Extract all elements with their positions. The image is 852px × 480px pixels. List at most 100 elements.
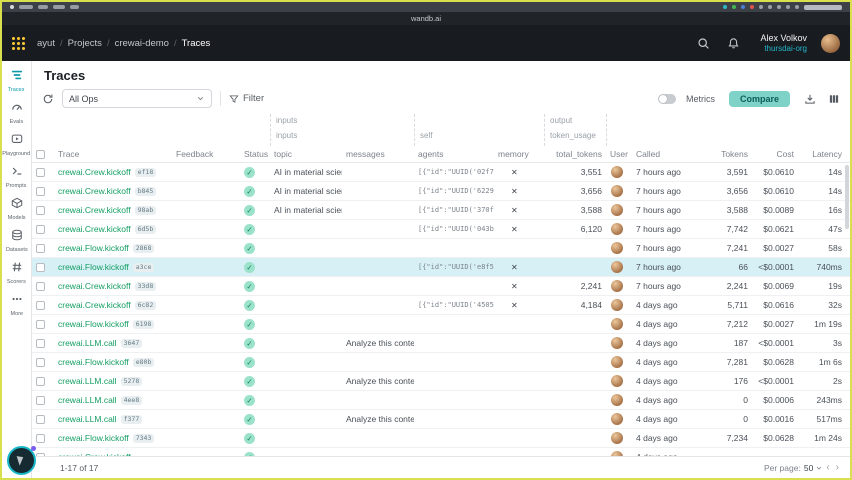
table-row[interactable]: crewai.Crew.kickoff 33d8 ✓ ✕ 2,241 7 hours ag… xyxy=(32,277,850,296)
trace-link[interactable]: crewai.LLM.call xyxy=(58,395,117,405)
trace-link[interactable]: crewai.Flow.kickoff xyxy=(58,433,129,443)
row-checkbox[interactable] xyxy=(36,300,45,310)
search-icon[interactable] xyxy=(695,35,711,51)
breadcrumb-item[interactable]: Projects xyxy=(67,37,102,49)
apple-menu-icon[interactable] xyxy=(10,5,14,9)
sidebar-item-more[interactable]: More xyxy=(3,292,31,317)
row-checkbox[interactable] xyxy=(36,262,45,272)
status-success-icon[interactable]: ✓ xyxy=(244,299,255,311)
manage-columns-icon[interactable] xyxy=(828,93,840,105)
table-row[interactable]: crewai.Crew.kickoff 6c82 ✓ [{"id":"UUID('45… xyxy=(32,296,850,315)
menubar-menu-item[interactable] xyxy=(53,5,65,9)
trace-link[interactable]: crewai.Crew.kickoff xyxy=(58,224,131,234)
ops-filter-select[interactable]: All Ops xyxy=(62,89,212,108)
status-success-icon[interactable]: ✓ xyxy=(244,394,255,406)
row-checkbox[interactable] xyxy=(36,414,45,424)
table-row[interactable]: crewai.Crew.kickoff b845 ✓ AI in material s… xyxy=(32,182,850,201)
row-checkbox[interactable] xyxy=(36,319,45,329)
menubar-status-icon[interactable] xyxy=(741,5,745,9)
metrics-toggle[interactable] xyxy=(657,93,676,104)
sidebar-item-evals[interactable]: Evals xyxy=(3,100,31,125)
col-header-trace[interactable]: Trace xyxy=(58,149,80,159)
col-header-cost[interactable]: Cost xyxy=(776,149,794,159)
trace-link[interactable]: crewai.Flow.kickoff xyxy=(58,262,129,272)
col-header-agents[interactable]: agents xyxy=(418,149,444,159)
row-checkbox[interactable] xyxy=(36,452,45,456)
menubar-status-icon[interactable] xyxy=(786,5,790,9)
refresh-icon[interactable] xyxy=(42,93,54,105)
trace-link[interactable]: crewai.Flow.kickoff xyxy=(58,319,129,329)
status-success-icon[interactable]: ✓ xyxy=(244,451,255,456)
col-header-topic[interactable]: topic xyxy=(274,149,292,159)
trace-link[interactable]: crewai.Crew.kickoff xyxy=(58,205,131,215)
menubar-status-icon[interactable] xyxy=(795,5,799,9)
user-avatar[interactable] xyxy=(821,33,840,53)
status-success-icon[interactable]: ✓ xyxy=(244,204,255,216)
wandb-logo[interactable] xyxy=(12,36,25,50)
compare-button[interactable]: Compare xyxy=(728,90,790,107)
row-checkbox[interactable] xyxy=(36,167,45,177)
status-success-icon[interactable]: ✓ xyxy=(244,280,255,292)
status-success-icon[interactable]: ✓ xyxy=(244,432,255,444)
row-checkbox[interactable] xyxy=(36,338,45,348)
status-success-icon[interactable]: ✓ xyxy=(244,261,255,273)
col-header-called[interactable]: Called xyxy=(636,149,661,159)
trace-link[interactable]: crewai.Crew.kickoff xyxy=(58,281,131,291)
next-page-button[interactable]: › xyxy=(835,462,839,473)
vertical-scrollbar[interactable] xyxy=(845,165,849,229)
table-row[interactable]: crewai.Flow.kickoff 2868 ✓ 7 hours ago 7,241… xyxy=(32,239,850,258)
trace-link[interactable]: crewai.Flow.kickoff xyxy=(58,243,129,253)
trace-link[interactable]: crewai.Crew.kickoff xyxy=(58,167,131,177)
col-header-tokens[interactable]: Tokens xyxy=(721,149,748,159)
menubar-status-icon[interactable] xyxy=(750,5,754,9)
table-row[interactable]: crewai.Crew.kickoff 6d5b ✓ [{"id":"UUID('04… xyxy=(32,220,850,239)
breadcrumb-item[interactable]: ayut xyxy=(37,37,55,49)
sidebar-item-prompts[interactable]: Prompts xyxy=(3,164,31,189)
sidebar-item-datasets[interactable]: Datasets xyxy=(3,228,31,253)
breadcrumb-item[interactable]: Traces xyxy=(181,37,211,49)
table-row[interactable]: crewai.Flow.kickoff e80b ✓ 4 days ago 7,281 $… xyxy=(32,353,850,372)
row-checkbox[interactable] xyxy=(36,281,45,291)
trace-link[interactable]: crewai.Flow.kickoff xyxy=(58,357,129,367)
row-checkbox[interactable] xyxy=(36,395,45,405)
menubar-status-icon[interactable] xyxy=(777,5,781,9)
row-checkbox[interactable] xyxy=(36,357,45,367)
col-header-memory[interactable]: memory xyxy=(498,149,529,159)
trace-link[interactable]: crewai.Crew.kickoff xyxy=(58,186,131,196)
trace-link[interactable]: crewai.Crew.kickoff xyxy=(58,452,131,456)
sidebar-item-traces[interactable]: Traces xyxy=(3,68,31,93)
menubar-status-icon[interactable] xyxy=(768,5,772,9)
trace-link[interactable]: crewai.LLM.call xyxy=(58,376,117,386)
table-row[interactable]: crewai.Crew.kickoff ef18 ✓ AI in material s… xyxy=(32,163,850,182)
menubar-status-icon[interactable] xyxy=(723,5,727,9)
col-header-messages[interactable]: messages xyxy=(346,149,385,159)
row-checkbox[interactable] xyxy=(36,376,45,386)
trace-link[interactable]: crewai.Crew.kickoff xyxy=(58,300,131,310)
row-checkbox[interactable] xyxy=(36,224,45,234)
table-row[interactable]: crewai.Flow.kickoff 6198 ✓ 4 days ago 7,212 $… xyxy=(32,315,850,334)
filter-button[interactable]: Filter xyxy=(229,93,264,104)
table-row[interactable]: crewai.LLM.call 4ee8 ✓ 4 days ago 0 $0.0006 24… xyxy=(32,391,850,410)
select-all-checkbox[interactable] xyxy=(36,149,45,159)
row-checkbox[interactable] xyxy=(36,433,45,443)
row-checkbox[interactable] xyxy=(36,186,45,196)
breadcrumb-item[interactable]: crewai-demo xyxy=(114,37,169,49)
export-icon[interactable] xyxy=(804,93,816,105)
row-checkbox[interactable] xyxy=(36,243,45,253)
col-header-total-tokens[interactable]: total_tokens xyxy=(556,149,602,159)
table-row[interactable]: crewai.Flow.kickoff 7343 ✓ 4 days ago 7,234 $… xyxy=(32,429,850,448)
notifications-bell-icon[interactable] xyxy=(725,35,741,51)
status-success-icon[interactable]: ✓ xyxy=(244,375,255,387)
status-success-icon[interactable]: ✓ xyxy=(244,166,255,178)
menubar-status-icon[interactable] xyxy=(759,5,763,9)
sidebar-item-scorers[interactable]: Scorers xyxy=(3,260,31,285)
menubar-menu-item[interactable] xyxy=(38,5,48,9)
col-header-status[interactable]: Status xyxy=(244,149,269,159)
table-row[interactable]: crewai.Crew.kickoff 98ab ✓ AI in material s… xyxy=(32,201,850,220)
status-success-icon[interactable]: ✓ xyxy=(244,318,255,330)
status-success-icon[interactable]: ✓ xyxy=(244,356,255,368)
trace-link[interactable]: crewai.LLM.call xyxy=(58,338,117,348)
